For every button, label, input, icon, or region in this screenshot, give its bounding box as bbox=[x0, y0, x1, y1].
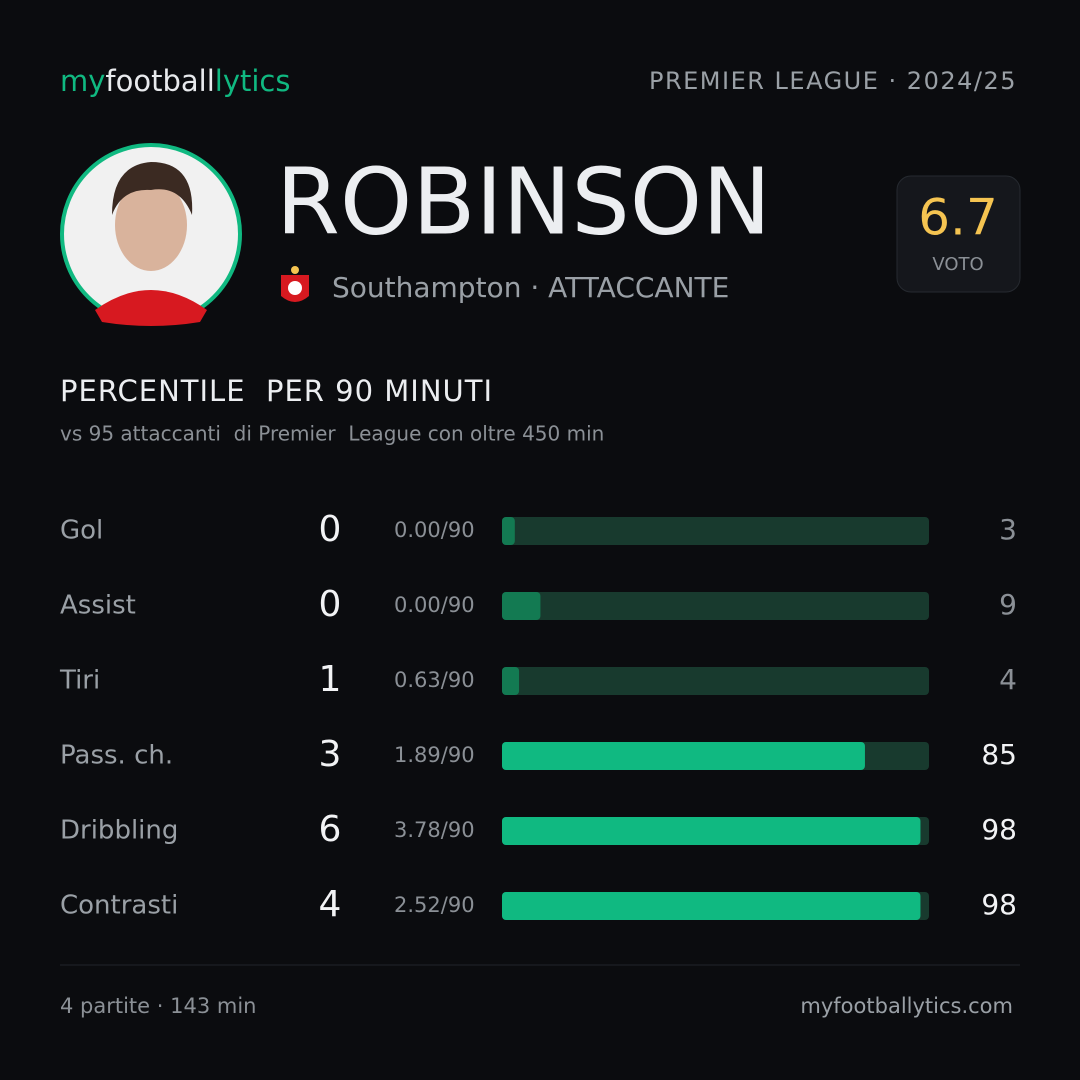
bar-track bbox=[502, 592, 929, 620]
row-percentile: 98 bbox=[981, 888, 1017, 921]
row-total: 3 bbox=[319, 734, 342, 775]
bar-track bbox=[502, 667, 929, 695]
rows: Gol 0 0.00/90 3 Assist 0 0.00/90 9 Tiri 1 0.63/90 4… bbox=[59, 509, 1017, 925]
badge-top bbox=[291, 266, 299, 274]
bar bbox=[502, 667, 520, 695]
row-percentile: 9 bbox=[999, 588, 1017, 621]
player-name: ROBINSON bbox=[276, 148, 771, 255]
row-per90: 0.00/90 bbox=[394, 593, 475, 617]
rating: 6.7 bbox=[918, 189, 998, 247]
footer-stats: 4 partite · 143 min bbox=[60, 994, 256, 1018]
row-per90: 1.89/90 bbox=[394, 743, 475, 767]
bar bbox=[502, 592, 541, 620]
brand-lytics: lytics bbox=[215, 64, 291, 98]
avatar-face bbox=[115, 179, 187, 271]
brand: myfootballlytics bbox=[60, 64, 290, 98]
league: PREMIER LEAGUE · 2024/25 bbox=[649, 67, 1017, 95]
footer-site: myfootballytics.com bbox=[800, 994, 1013, 1018]
section-subtitle: vs 95 attaccanti di Premier League con o… bbox=[60, 422, 604, 446]
row-label: Tiri bbox=[59, 666, 100, 696]
row-total: 6 bbox=[319, 809, 342, 850]
row-per90: 0.63/90 bbox=[394, 668, 475, 692]
row-label: Contrasti bbox=[60, 891, 178, 921]
row-label: Gol bbox=[60, 516, 103, 546]
row-percentile: 4 bbox=[999, 663, 1017, 696]
row-label: Dribbling bbox=[60, 816, 178, 846]
bar-track bbox=[502, 517, 929, 545]
avatar-hair bbox=[112, 162, 193, 215]
row-percentile: 3 bbox=[999, 513, 1017, 546]
avatar bbox=[60, 143, 242, 326]
row-label: Assist bbox=[60, 591, 136, 621]
brand-football: football bbox=[105, 64, 214, 98]
row-percentile: 98 bbox=[981, 813, 1017, 846]
row-percentile: 85 bbox=[981, 738, 1017, 771]
rating-box bbox=[896, 175, 1021, 293]
row-total: 1 bbox=[319, 659, 342, 700]
row-per90: 2.52/90 bbox=[394, 893, 475, 917]
row-total: 0 bbox=[319, 584, 342, 625]
bar bbox=[502, 517, 515, 545]
row-per90: 0.00/90 bbox=[394, 518, 475, 542]
bar bbox=[502, 892, 921, 920]
club-line: Southampton · ATTACCANTE bbox=[332, 271, 729, 304]
row-total: 4 bbox=[319, 884, 342, 925]
brand-my: my bbox=[60, 64, 105, 98]
row-label: Pass. ch. bbox=[60, 741, 173, 771]
row-total: 0 bbox=[319, 509, 342, 550]
rating-label: VOTO bbox=[932, 254, 983, 275]
avatar-shirt bbox=[95, 290, 207, 326]
row-per90: 3.78/90 bbox=[394, 818, 475, 842]
club-badge bbox=[281, 266, 309, 302]
section-title: PERCENTILE PER 90 MINUTI bbox=[60, 374, 493, 408]
bar bbox=[502, 742, 865, 770]
bar bbox=[502, 817, 921, 845]
badge-center bbox=[288, 281, 302, 295]
